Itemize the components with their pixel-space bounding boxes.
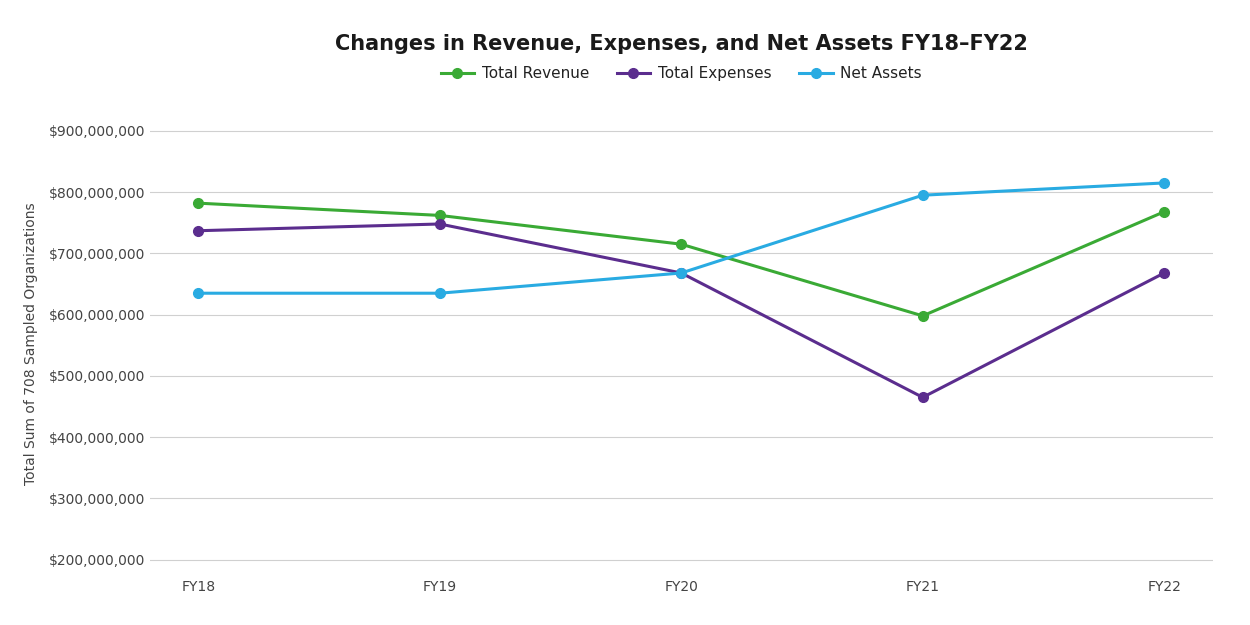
- Total Expenses: [432, 220, 447, 228]
- Line: Net Assets: Net Assets: [194, 178, 1169, 298]
- Total Expenses: [191, 227, 206, 234]
- Total Revenue: [191, 199, 206, 207]
- Net Assets: [1156, 179, 1171, 187]
- Line: Total Expenses: Total Expenses: [194, 219, 1169, 402]
- Total Revenue: [1156, 208, 1171, 216]
- Net Assets: [674, 269, 689, 277]
- Total Revenue: [674, 241, 689, 248]
- Total Expenses: [915, 394, 930, 401]
- Net Assets: [191, 289, 206, 297]
- Total Revenue: [915, 312, 930, 319]
- Y-axis label: Total Sum of 708 Sampled Organizations: Total Sum of 708 Sampled Organizations: [24, 202, 38, 485]
- Total Expenses: [1156, 269, 1171, 277]
- Total Expenses: [674, 269, 689, 277]
- Title: Changes in Revenue, Expenses, and Net Assets FY18–FY22: Changes in Revenue, Expenses, and Net As…: [335, 34, 1028, 54]
- Net Assets: [915, 191, 930, 199]
- Net Assets: [432, 289, 447, 297]
- Legend: Total Revenue, Total Expenses, Net Assets: Total Revenue, Total Expenses, Net Asset…: [435, 60, 928, 88]
- Total Revenue: [432, 212, 447, 219]
- Line: Total Revenue: Total Revenue: [194, 198, 1169, 321]
